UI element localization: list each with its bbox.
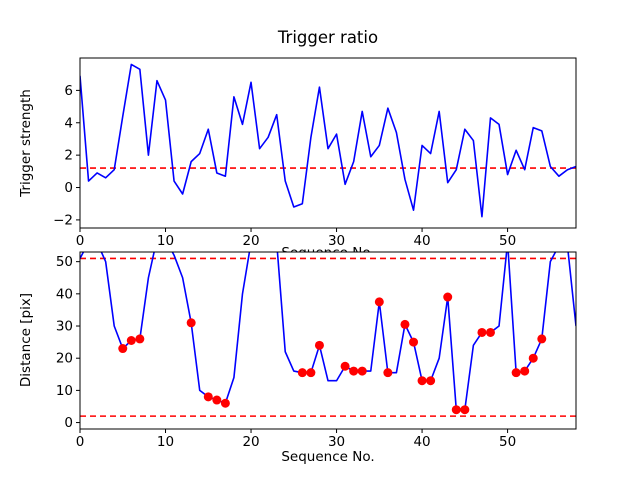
trigger-marker-dot	[186, 318, 196, 328]
y-tick-label: 4	[64, 115, 73, 131]
bottom-yaxis-label: Distance [pix]	[18, 292, 34, 388]
trigger-marker-dot	[357, 366, 367, 376]
trigger-marker-dot	[135, 334, 145, 344]
y-tick-label: 50	[56, 254, 73, 270]
trigger-marker-dot	[118, 344, 128, 354]
trigger-marker-dot	[212, 395, 222, 405]
trigger-marker-dot	[126, 336, 136, 345]
bottom-plot: 0 10 20 30 40 50 0 10 20 30 40 50	[56, 251, 577, 450]
trigger-marker-dot	[511, 368, 521, 378]
trigger-marker-dot	[349, 366, 359, 376]
trigger-marker-dot	[451, 405, 461, 415]
trigger-marker-dot	[400, 319, 410, 329]
trigger-marker-dot	[443, 292, 453, 302]
trigger-marker-dot	[426, 376, 436, 386]
x-tick-label: 50	[499, 434, 516, 450]
y-tick-label: 0	[64, 180, 73, 196]
trigger-marker-dot	[306, 368, 316, 378]
trigger-marker-dot	[314, 340, 324, 350]
trigger-marker-dot	[460, 405, 470, 415]
trigger-marker-dot	[520, 366, 530, 376]
bottom-xaxis-label: Sequence No.	[281, 449, 375, 465]
axes-background	[80, 252, 576, 429]
distance-line	[80, 252, 576, 411]
y-tick-label: 0	[64, 415, 73, 431]
x-tick-label: 20	[242, 434, 259, 450]
y-tick-label: 6	[64, 83, 73, 99]
trigger-marker-dot	[374, 297, 384, 307]
y-tick-label: 30	[56, 319, 73, 335]
top-plot-title: Trigger ratio	[277, 28, 379, 47]
y-tick-label: 20	[56, 351, 73, 367]
axes-background	[80, 58, 576, 228]
x-tick-label: 30	[328, 434, 345, 450]
x-tick-label: 40	[413, 434, 430, 450]
y-tick-label: 2	[64, 148, 73, 164]
trigger-strength-line	[80, 63, 576, 218]
y-tick-label: 40	[56, 286, 73, 302]
axes-spines	[79, 57, 577, 229]
top-yaxis-label: Trigger strength	[18, 89, 34, 197]
trigger-marker-dot	[340, 361, 350, 371]
trigger-marker-dot	[537, 334, 547, 344]
trigger-marker-dot	[417, 376, 427, 386]
trigger-marker-dot	[485, 327, 495, 337]
trigger-marker-dot	[383, 368, 393, 378]
trigger-marker-dot	[203, 392, 213, 402]
trigger-marker-dot	[409, 337, 419, 347]
x-tick-label: 10	[157, 434, 174, 450]
trigger-marker-dot	[220, 398, 230, 408]
y-tick-label: 10	[56, 383, 73, 399]
trigger-marker-dot	[477, 327, 487, 337]
top-xaxis-label: Sequence No.	[281, 245, 375, 261]
axes-spines	[79, 251, 577, 430]
x-tick-label: 0	[76, 434, 85, 450]
trigger-marker-dot	[528, 353, 538, 363]
y-tick-label: −2	[53, 212, 73, 228]
trigger-marker-dot	[297, 368, 307, 378]
